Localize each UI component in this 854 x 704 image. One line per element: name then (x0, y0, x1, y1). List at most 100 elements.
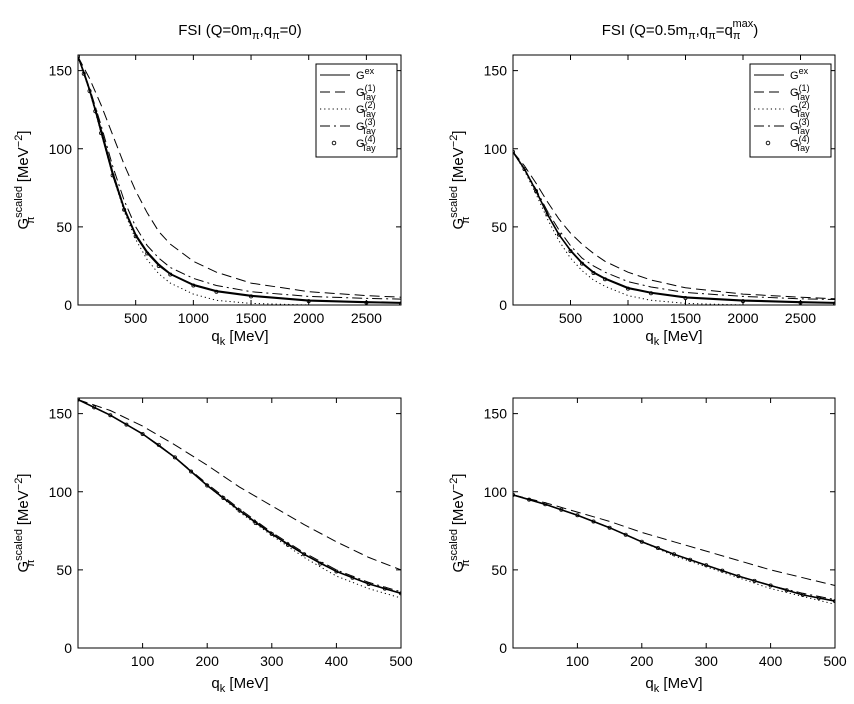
data-point-G_Tay(4) (591, 270, 596, 275)
data-point-G_Tay(4) (607, 525, 612, 530)
data-point-G_Tay(4) (833, 301, 835, 305)
data-point-G_Tay(4) (545, 212, 550, 217)
data-point-G_Tay(4) (399, 301, 401, 305)
data-point-G_Tay(4) (168, 272, 173, 277)
y-tick-label: 50 (56, 219, 72, 235)
data-point-G_Tay(4) (302, 552, 307, 557)
x-tick-label: 200 (630, 653, 654, 669)
panel-2-title: FSI (Q=0.5mπ,qπ=qπmax) (602, 18, 758, 42)
x-tick-label: 500 (124, 310, 148, 326)
x-tick-label: 100 (566, 653, 590, 669)
data-point-G_Tay(4) (580, 261, 585, 266)
data-point-G_Tay(4) (591, 519, 596, 524)
series-line-G_Tay(3) (78, 399, 401, 593)
data-point-G_Tay(4) (221, 495, 226, 500)
data-point-G_Tay(4) (156, 442, 161, 447)
x-tick-label: 500 (823, 653, 847, 669)
panel-2-ticks: 500 1000 1500 2000 2500 0 50 100 150 (484, 55, 835, 326)
data-point-G_Tay(4) (133, 234, 138, 239)
data-point-G_Tay(4) (557, 232, 562, 237)
data-point-G_Tay(4) (87, 88, 92, 93)
panel-2-legend-box (749, 63, 832, 158)
panel-1-xlabel: qk [MeV] (211, 328, 268, 348)
data-point-G_Tay(4) (688, 557, 693, 562)
panel-3-ticks: 100 200 300 400 500 0 50 100 150 (49, 398, 413, 669)
data-point-G_Tay(4) (140, 431, 145, 436)
legend-marker (331, 140, 337, 146)
x-tick-label: 2500 (785, 310, 816, 326)
series-line-G_Tay(4) (78, 399, 401, 594)
data-point-G_Tay(4) (78, 398, 80, 402)
series-line-G_Tay(4) (513, 494, 835, 602)
data-point-G_Tay(4) (364, 300, 369, 305)
data-point-G_Tay(4) (99, 131, 104, 136)
y-tick-label: 0 (499, 297, 507, 313)
series-line-G_Tay(3) (513, 151, 835, 300)
panel-bottom-left: 100 200 300 400 500 0 50 100 150 qk [MeV] Gscale… (13, 397, 413, 695)
series-line-G_ex (78, 398, 401, 595)
series-line-G_Tay(3) (78, 56, 401, 300)
data-point-G_Tay(4) (306, 299, 311, 304)
panel-bottom-right: 100 200 300 400 500 0 50 100 150 qk [MeV] Gscale… (448, 397, 847, 695)
data-point-G_Tay(4) (720, 568, 725, 573)
x-tick-label: 300 (695, 653, 719, 669)
panel-2-ylabel: Gscaledπ [MeV−2] (448, 131, 472, 230)
legend-label: G(2) Tay (790, 100, 810, 119)
data-point-G_Tay(4) (800, 592, 805, 597)
panel-2-axes-box (512, 54, 836, 306)
x-tick-label: 400 (759, 653, 783, 669)
series-line-G_Tay(4) (78, 56, 401, 304)
panel-1-axes-box (77, 54, 402, 306)
data-point-G_Tay(4) (78, 55, 80, 59)
data-point-G_Tay(4) (172, 455, 177, 460)
data-point-G_Tay(4) (559, 507, 564, 512)
data-point-G_Tay(4) (81, 71, 86, 76)
y-tick-label: 50 (491, 219, 507, 235)
data-point-G_Tay(4) (108, 413, 113, 418)
y-tick-label: 150 (484, 63, 508, 79)
data-point-G_Tay(4) (191, 283, 196, 288)
data-point-G_Tay(4) (382, 586, 387, 591)
data-point-G_Tay(4) (366, 581, 371, 586)
data-point-G_Tay(4) (350, 575, 355, 580)
data-point-G_Tay(4) (543, 502, 548, 507)
data-point-G_Tay(4) (639, 539, 644, 544)
y-tick-label: 50 (56, 562, 72, 578)
data-point-G_Tay(4) (285, 542, 290, 547)
data-point-G_Tay(4) (237, 508, 242, 513)
y-tick-label: 150 (49, 406, 73, 422)
data-point-G_Tay(4) (253, 521, 258, 526)
panel-4-ylabel: Gscaledπ [MeV−2] (448, 474, 472, 573)
data-point-G_Tay(4) (816, 596, 821, 601)
panel-1-ylabel: Gscaledπ [MeV−2] (13, 131, 37, 230)
legend-label: G(1) Tay (790, 83, 810, 102)
data-point-G_Tay(4) (513, 492, 515, 497)
y-tick-label: 0 (64, 297, 72, 313)
data-point-G_Tay(4) (522, 167, 527, 172)
data-point-G_Tay(4) (752, 578, 757, 583)
panel-top-left: FSI (Q=0mπ,qπ=0) 500 1000 1500 2000 2500 0 50 1… (13, 22, 402, 348)
panel-4-axes-box (512, 397, 836, 649)
legend-label: Gex (356, 66, 375, 82)
series-line-G_Tay(4) (513, 151, 835, 304)
panel-2-xlabel: qk [MeV] (645, 328, 702, 348)
series-line-G_Tay(1) (78, 399, 401, 571)
x-tick-label: 1500 (235, 310, 266, 326)
legend-label: G(4) Tay (790, 134, 810, 153)
panel-3-series (78, 398, 401, 599)
data-point-G_Tay(4) (513, 149, 515, 154)
x-tick-label: 1500 (670, 310, 701, 326)
y-tick-label: 150 (484, 406, 508, 422)
data-point-G_Tay(4) (122, 207, 127, 212)
series-line-G_ex (513, 151, 835, 304)
data-point-G_Tay(4) (110, 173, 115, 178)
data-point-G_Tay(4) (603, 277, 608, 282)
data-point-G_Tay(4) (334, 569, 339, 574)
y-tick-label: 0 (499, 640, 507, 656)
x-tick-label: 500 (389, 653, 413, 669)
data-point-G_Tay(4) (124, 422, 129, 427)
data-point-G_Tay(4) (704, 563, 709, 568)
